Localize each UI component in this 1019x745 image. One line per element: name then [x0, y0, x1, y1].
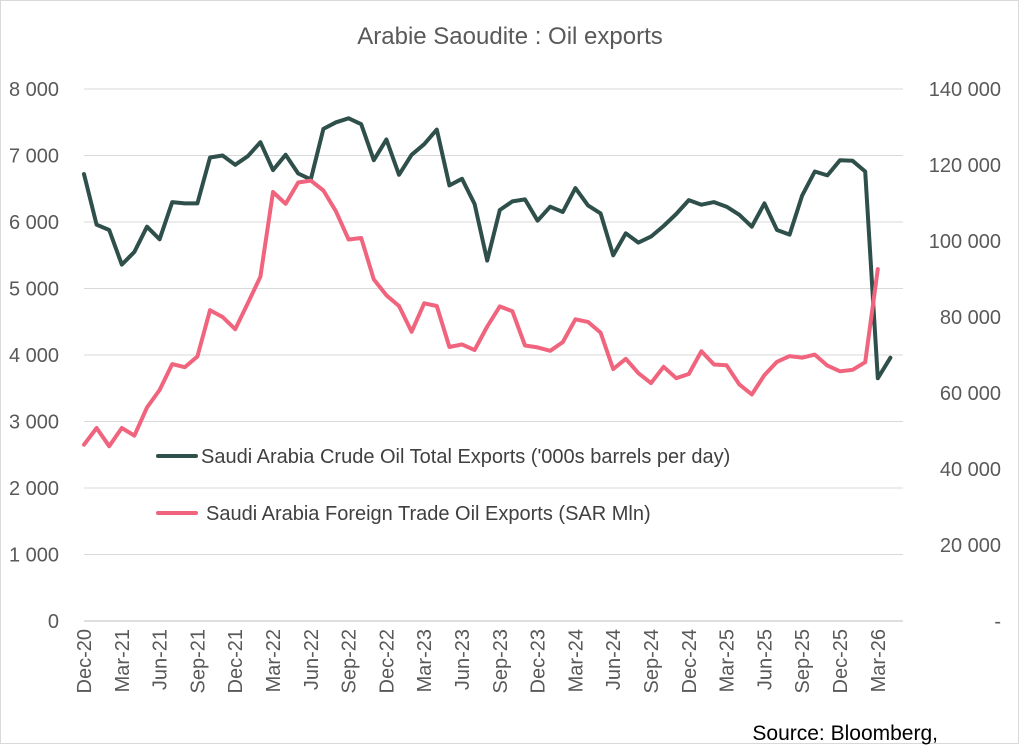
x-tick-label: Sep-23 — [490, 629, 512, 694]
left-tick-label: 0 — [48, 611, 59, 633]
x-tick-label: Mar-26 — [868, 629, 890, 692]
right-tick-label: 120 000 — [929, 155, 1001, 177]
x-tick-label: Jun-24 — [603, 629, 625, 690]
chart-title: Arabie Saoudite : Oil exports — [357, 23, 663, 50]
right-tick-label: 140 000 — [929, 79, 1001, 101]
right-tick-label: 100 000 — [929, 231, 1001, 253]
right-tick-label: 80 000 — [940, 307, 1001, 329]
x-tick-label: Dec-23 — [528, 629, 550, 693]
x-tick-label: Dec-25 — [830, 629, 852, 693]
x-tick-label: Mar-22 — [263, 629, 285, 692]
series-line-trade-exports — [82, 178, 880, 449]
x-tick-label: Jun-21 — [150, 629, 172, 690]
left-tick-label: 4 000 — [9, 345, 59, 367]
source-note: Source: Bloomberg, — [752, 722, 938, 745]
series-line-crude-exports — [82, 116, 893, 381]
x-tick-label: Dec-24 — [679, 629, 701, 693]
x-tick-label: Jun-23 — [452, 629, 474, 690]
left-y-axis: 0 1 000 2 000 3 000 4 000 5 000 6 000 7 000 8 00… — [9, 79, 59, 633]
x-tick-label: Dec-21 — [225, 629, 247, 693]
x-tick-label: Sep-21 — [187, 629, 209, 694]
x-tick-label: Mar-21 — [112, 629, 134, 692]
x-tick-label: Mar-24 — [565, 629, 587, 692]
legend-label-trade-exports: Saudi Arabia Foreign Trade Oil Exports (… — [206, 503, 651, 525]
right-y-axis: - 20 000 40 000 60 000 80 000 100 000 120 000 1… — [929, 79, 1001, 633]
left-tick-label: 7 000 — [9, 146, 59, 168]
x-axis: Dec-20 Mar-21 Jun-21 Sep-21 Dec-21 Mar-22 Jun-… — [74, 620, 903, 694]
left-tick-label: 5 000 — [9, 279, 59, 301]
x-tick-label: Dec-22 — [376, 629, 398, 693]
legend-label-crude-exports: Saudi Arabia Crude Oil Total Exports ('0… — [201, 446, 730, 468]
legend: Saudi Arabia Crude Oil Total Exports ('0… — [156, 446, 730, 525]
x-tick-label: Dec-20 — [74, 629, 96, 693]
x-tick-label: Jun-22 — [301, 629, 323, 690]
x-tick-label: Sep-25 — [792, 629, 814, 694]
left-tick-label: 1 000 — [9, 545, 59, 567]
left-tick-label: 3 000 — [9, 412, 59, 434]
left-tick-label: 2 000 — [9, 478, 59, 500]
x-tick-label: Jun-25 — [754, 629, 776, 690]
left-tick-label: 8 000 — [9, 79, 59, 101]
right-tick-label: 60 000 — [940, 383, 1001, 405]
right-tick-label: 20 000 — [940, 535, 1001, 557]
x-tick-label: Mar-23 — [414, 629, 436, 692]
x-tick-label: Mar-25 — [717, 629, 739, 692]
left-tick-label: 6 000 — [9, 212, 59, 234]
series-layer — [82, 116, 893, 449]
gridlines — [84, 88, 903, 622]
x-tick-label: Sep-24 — [641, 629, 663, 694]
right-tick-label: 40 000 — [940, 459, 1001, 481]
x-tick-label: Sep-22 — [339, 629, 361, 694]
right-tick-label: - — [994, 611, 1001, 633]
